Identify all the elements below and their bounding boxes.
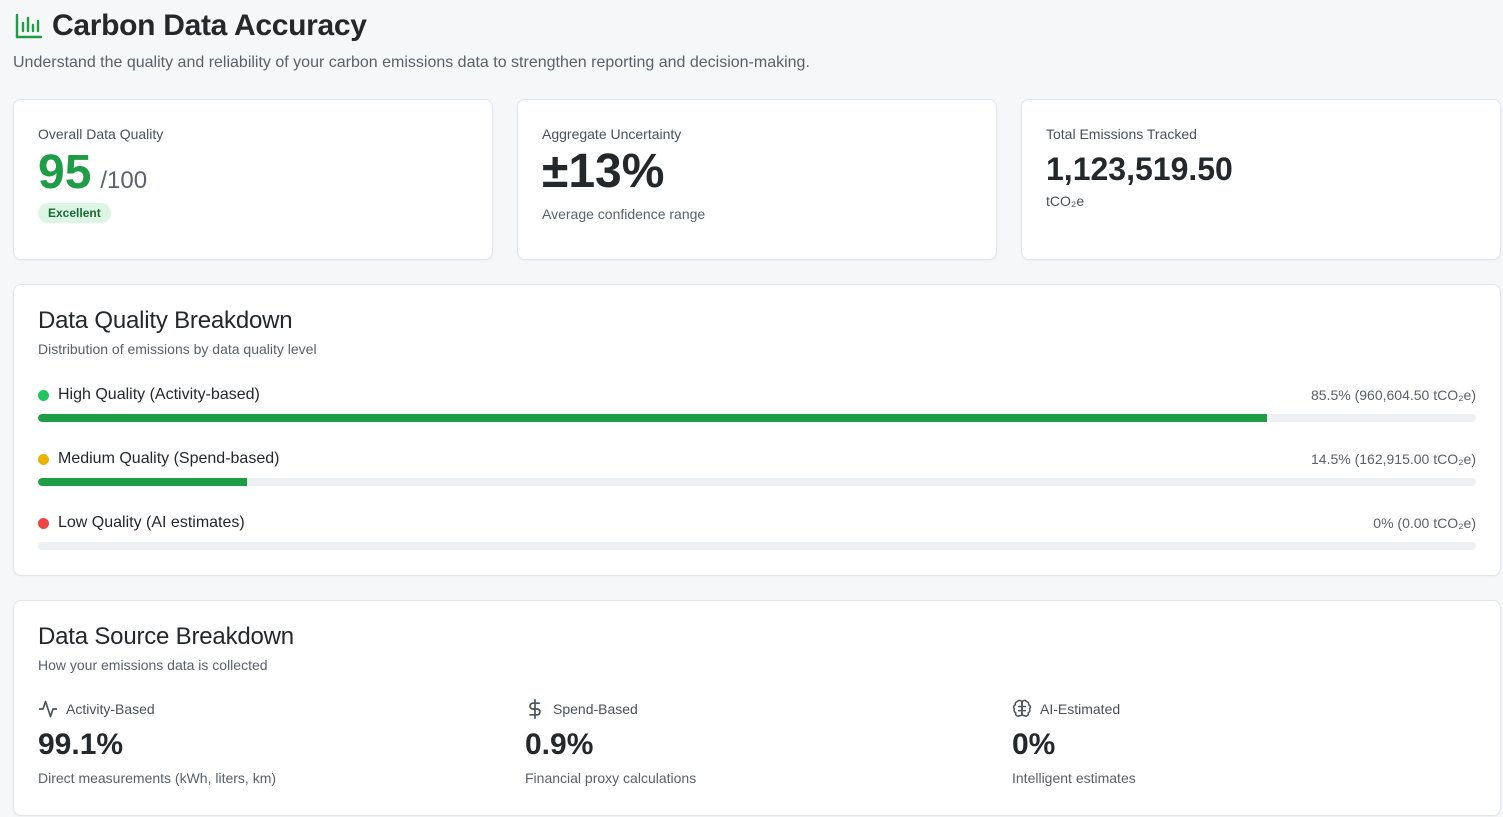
- emissions-label: Total Emissions Tracked: [1046, 126, 1197, 142]
- source-label: Activity-Based: [66, 701, 155, 717]
- progress-track: [38, 414, 1476, 422]
- source-caption: Direct measurements (kWh, liters, km): [38, 770, 277, 786]
- uncertainty-value: ±13%: [542, 145, 665, 198]
- activity-icon: [38, 699, 58, 719]
- quality-max: /100: [100, 167, 148, 194]
- medium-quality-dot: [38, 453, 49, 465]
- source-breakdown-card: Data Source Breakdown How your emissions…: [13, 600, 1501, 816]
- source-caption: Financial proxy calculations: [525, 770, 697, 786]
- overall-quality-card: Overall Data Quality 95 /100 Excellent: [13, 99, 493, 260]
- quality-row-label: Low Quality (AI estimates): [58, 514, 245, 531]
- section-title: Data Quality Breakdown: [38, 307, 293, 334]
- quality-label: Overall Data Quality: [38, 126, 164, 142]
- page-subtitle: Understand the quality and reliability o…: [13, 54, 810, 71]
- source-value: 0%: [1012, 728, 1056, 761]
- progress-fill: [38, 478, 247, 486]
- status-badge: Excellent: [38, 203, 111, 223]
- low-quality-dot: [38, 517, 49, 529]
- source-value: 0.9%: [525, 728, 594, 761]
- emissions-unit: tCO₂e: [1046, 193, 1085, 209]
- uncertainty-caption: Average confidence range: [542, 206, 706, 222]
- page-header: Carbon Data Accuracy Understand the qual…: [13, 8, 810, 72]
- quality-row-low: Low Quality (AI estimates) 0% (0.00 tCO₂…: [38, 513, 1476, 550]
- section-title: Data Source Breakdown: [38, 623, 294, 650]
- emissions-value: 1,123,519.50: [1046, 151, 1233, 187]
- quality-row-high: High Quality (Activity-based) 85.5% (960…: [38, 385, 1476, 422]
- source-spend-based: Spend-Based 0.9% Financial proxy calcula…: [525, 699, 696, 786]
- quality-row-value: 85.5% (960,604.50 tCO₂e): [1311, 387, 1476, 403]
- quality-row-label: Medium Quality (Spend-based): [58, 450, 280, 467]
- section-description: Distribution of emissions by data qualit…: [38, 341, 317, 357]
- aggregate-uncertainty-card: Aggregate Uncertainty ±13% Average confi…: [517, 99, 997, 260]
- quality-row-value: 0% (0.00 tCO₂e): [1373, 515, 1476, 531]
- source-caption: Intelligent estimates: [1012, 770, 1136, 786]
- quality-score: 95: [38, 146, 92, 199]
- dollar-icon: [525, 699, 545, 719]
- section-description: How your emissions data is collected: [38, 657, 268, 673]
- quality-breakdown-card: Data Quality Breakdown Distribution of e…: [13, 284, 1501, 576]
- bar-chart-icon: [13, 11, 43, 41]
- progress-track: [38, 478, 1476, 486]
- quality-row-medium: Medium Quality (Spend-based) 14.5% (162,…: [38, 449, 1476, 486]
- brain-icon: [1012, 699, 1032, 719]
- total-emissions-card: Total Emissions Tracked 1,123,519.50 tCO…: [1021, 99, 1501, 260]
- high-quality-dot: [38, 389, 49, 401]
- source-label: Spend-Based: [553, 701, 638, 717]
- source-activity-based: Activity-Based 99.1% Direct measurements…: [38, 699, 276, 786]
- progress-track: [38, 542, 1476, 550]
- source-value: 99.1%: [38, 728, 124, 761]
- quality-score-row: 95 /100: [38, 149, 468, 197]
- page-title: Carbon Data Accuracy: [52, 9, 367, 42]
- title-row: Carbon Data Accuracy: [13, 8, 810, 44]
- quality-row-value: 14.5% (162,915.00 tCO₂e): [1311, 451, 1476, 467]
- uncertainty-label: Aggregate Uncertainty: [542, 126, 682, 142]
- source-label: AI-Estimated: [1040, 701, 1121, 717]
- progress-fill: [38, 414, 1268, 422]
- quality-row-label: High Quality (Activity-based): [58, 386, 260, 403]
- source-ai-estimated: AI-Estimated 0% Intelligent estimates: [1012, 699, 1136, 786]
